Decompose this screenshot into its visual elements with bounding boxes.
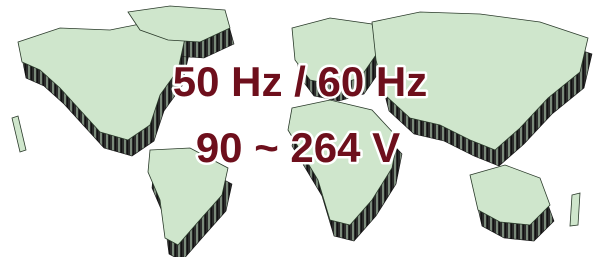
world-map-banner: 50 Hz / 60 Hz 90 ~ 264 V <box>0 0 593 257</box>
frequency-text: 50 Hz / 60 Hz <box>173 58 427 105</box>
voltage-text: 90 ~ 264 V <box>196 124 400 171</box>
